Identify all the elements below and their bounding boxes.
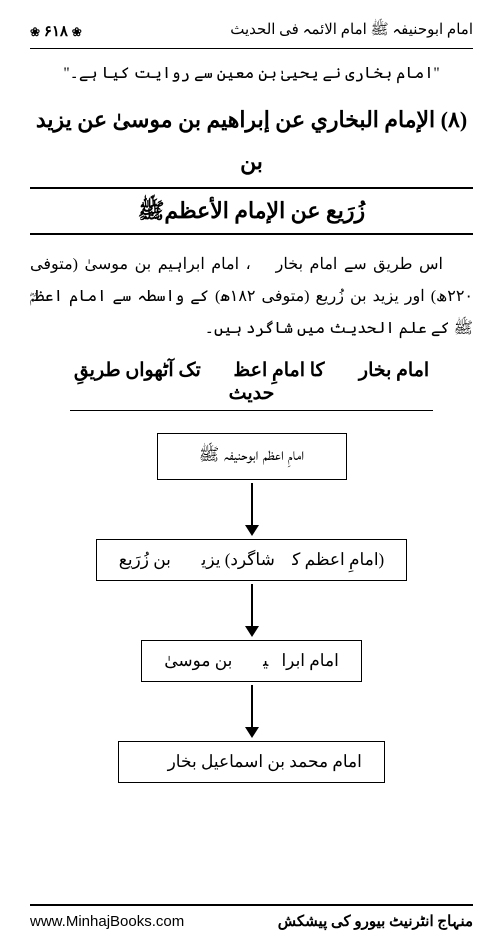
decoration-left: ❀	[72, 25, 82, 39]
sub-heading: امام بخاریؒ کا امامِ اعظمؓ تک آٹھواں طری…	[70, 359, 433, 411]
flow-arrow-1	[245, 584, 259, 637]
page-number: ❀ ۶۱۸ ❀	[30, 22, 82, 41]
flow-node-2: امام ابراہیمؒ بن موسیٰ	[141, 640, 362, 682]
quote-text: ''امام بخاری نے یحییٰ بن معین سے روایت ک…	[30, 63, 473, 83]
header-title: امام ابوحنیفہ ﷺ امام الائمہ فی الحدیث	[230, 20, 473, 42]
flow-node-1: (امامِ اعظم کے شاگرد) یزیدؒ بن زُرَیع	[96, 539, 407, 581]
body-paragraph: اس طریق سے امام بخاریؒ، امام ابراہیم بن …	[30, 249, 473, 345]
section-title-line2: زُرَيع عن الإمام الأعظمﷺ	[30, 197, 473, 235]
flowchart-container: امامِ اعظم ابوحنیفہ ﷺ (امامِ اعظم کے شاگ…	[30, 433, 473, 783]
flow-arrow-0	[245, 483, 259, 536]
footer-url: www.MinhajBooks.com	[30, 913, 184, 930]
page-footer: www.MinhajBooks.com منہاج انٹرنیٹ بیورو …	[30, 904, 473, 931]
footer-urdu: منہاج انٹرنیٹ بیورو کی پیشکش	[278, 912, 473, 931]
section-title-line1: (۸) الإمام البخاري عن إبراهيم بن موسىٰ ع…	[30, 99, 473, 189]
page-header: امام ابوحنیفہ ﷺ امام الائمہ فی الحدیث ❀ …	[30, 20, 473, 49]
flow-arrow-2	[245, 685, 259, 738]
decoration-right: ❀	[30, 25, 40, 39]
flow-node-0: امامِ اعظم ابوحنیفہ ﷺ	[157, 433, 347, 480]
page-num-value: ۶۱۸	[44, 24, 68, 40]
flow-node-3: امام محمد بن اسماعیل بخاریؒ	[118, 741, 385, 783]
